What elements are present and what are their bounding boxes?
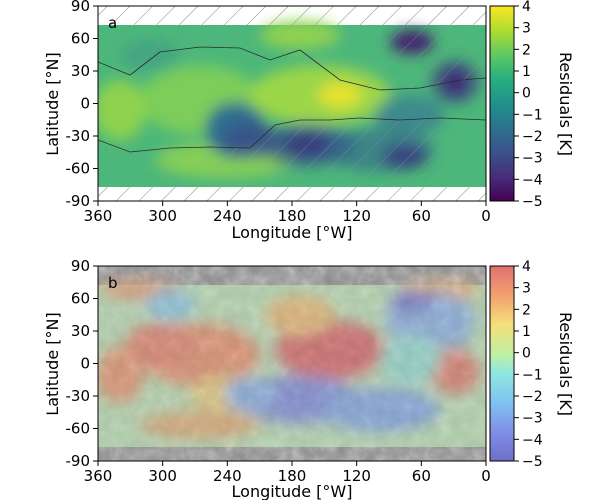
y-tick-label: -60 <box>66 420 91 438</box>
panel-a-hatch-south <box>98 118 486 201</box>
colorbar-tick-label: −3 <box>522 151 543 167</box>
x-tick-label: 120 <box>342 207 371 225</box>
colorbar-tick-label: 3 <box>522 281 531 297</box>
colorbar-tick-label: 4 <box>522 0 531 15</box>
colorbar-tick-label: 1 <box>522 324 531 340</box>
colorbar-tick-label: 1 <box>522 64 531 80</box>
x-tick-label: 360 <box>84 207 113 225</box>
y-tick-label: -30 <box>66 387 91 405</box>
y-tick-label: 0 <box>80 95 90 113</box>
colorbar-tick-label: −2 <box>522 129 543 145</box>
colorbar-tick-label: −5 <box>522 454 543 470</box>
panel-b-residual-overlay <box>98 280 486 447</box>
panel-a-colorbar-label: Residuals [K] <box>556 52 575 156</box>
panel-b-colorbar <box>489 265 515 462</box>
colorbar-tick-label: −1 <box>522 107 543 123</box>
colorbar-tick-label: −3 <box>522 411 543 427</box>
colorbar-tick-label: −2 <box>522 389 543 405</box>
panel-a-label: a <box>108 14 117 32</box>
y-tick-label: 0 <box>80 355 90 373</box>
colorbar-tick-label: −1 <box>522 367 543 383</box>
x-tick-label: 300 <box>148 467 177 485</box>
colorbar-tick-label: 0 <box>522 86 531 102</box>
x-tick-label: 300 <box>148 207 177 225</box>
y-tick-label: 60 <box>71 290 90 308</box>
y-tick-label: -30 <box>66 127 91 145</box>
x-tick-label: 0 <box>481 467 491 485</box>
y-tick-label: 90 <box>71 0 90 15</box>
colorbar-tick-label: −4 <box>522 432 543 448</box>
x-tick-label: 180 <box>278 207 307 225</box>
x-tick-label: 120 <box>342 467 371 485</box>
colorbar-tick-label: −4 <box>522 172 543 188</box>
x-tick-label: 60 <box>412 467 431 485</box>
panel-b-ylabel: Latitude [°N] <box>43 312 62 415</box>
colorbar-tick-label: 3 <box>522 21 531 37</box>
colorbar-tick-label: 4 <box>522 259 531 275</box>
panel-a-ylabel: Latitude [°N] <box>43 52 62 155</box>
panel-a-colorbar-ticks: 4 3 2 1 0 −1 −2 −3 −4 −5 <box>514 0 543 210</box>
panel-b-colorbar-label: Residuals [K] <box>556 312 575 416</box>
colorbar-tick-label: 0 <box>522 346 531 362</box>
y-tick-label: -90 <box>66 452 91 470</box>
y-tick-label: 30 <box>71 322 90 340</box>
panel-a-hatch-north <box>98 6 486 90</box>
colorbar-tick-label: 2 <box>522 302 531 318</box>
x-tick-label: 0 <box>481 207 491 225</box>
x-tick-label: 60 <box>412 207 431 225</box>
y-tick-label: -90 <box>66 192 91 210</box>
colorbar-tick-label: 2 <box>522 42 531 58</box>
y-tick-label: 60 <box>71 30 90 48</box>
x-tick-label: 240 <box>213 207 242 225</box>
y-tick-label: 30 <box>71 62 90 80</box>
y-tick-label: -60 <box>66 160 91 178</box>
x-tick-label: 240 <box>213 467 242 485</box>
colorbar-tick-label: −5 <box>522 194 543 210</box>
panel-a-xlabel: Longitude [°W] <box>232 223 353 242</box>
panel-b-colorbar-ticks: 4 3 2 1 0 −1 −2 −3 −4 −5 <box>514 259 543 470</box>
panel-b-label: b <box>108 274 118 292</box>
y-tick-label: 90 <box>71 257 90 275</box>
x-tick-label: 360 <box>84 467 113 485</box>
panel-a-colorbar <box>489 5 515 202</box>
panel-b-xlabel: Longitude [°W] <box>232 482 353 500</box>
x-tick-label: 180 <box>278 467 307 485</box>
